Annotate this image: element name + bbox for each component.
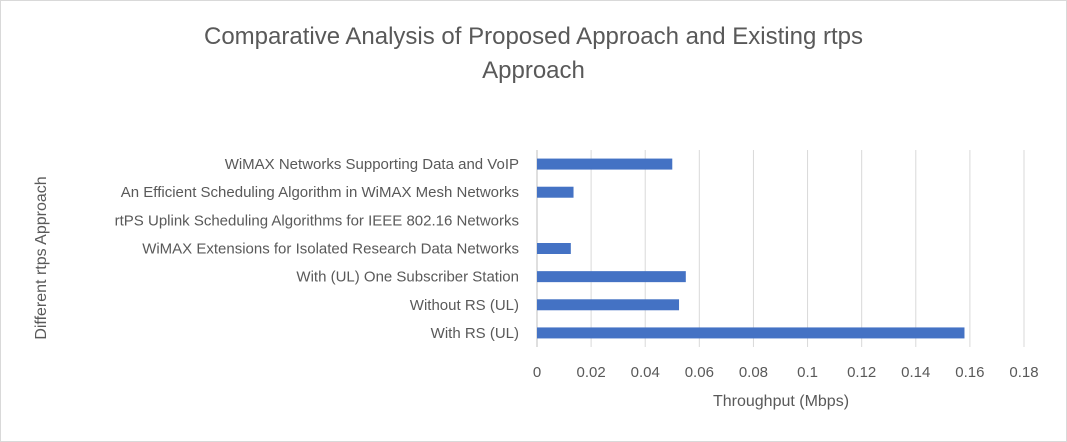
bar: [537, 243, 571, 254]
gridlines: [536, 150, 1025, 347]
x-tick-label: 0.14: [901, 364, 930, 381]
x-tick-label: 0.04: [631, 364, 660, 381]
x-tick-label: 0.16: [955, 364, 984, 381]
bar: [537, 158, 673, 170]
category-label: rtPS Uplink Scheduling Algorithms for IE…: [115, 212, 519, 229]
x-tick-label: 0.18: [1009, 364, 1038, 381]
chart-title: Comparative Analysis of Proposed Approac…: [0, 20, 1067, 88]
x-axis-label: Throughput (Mbps): [712, 393, 850, 410]
category-labels: WiMAX Networks Supporting Data and VoIP A…: [115, 156, 519, 342]
category-label: WiMAX Networks Supporting Data and VoIP: [225, 156, 519, 173]
bar: [537, 271, 686, 283]
x-tick-label: 0: [533, 364, 541, 381]
bars: [537, 158, 965, 339]
category-label: Without RS (UL): [410, 297, 519, 314]
x-tick-label: 0.08: [739, 364, 768, 381]
x-tick-label: 0.06: [685, 364, 714, 381]
x-tick-label: 0.02: [577, 364, 606, 381]
category-label: With RS (UL): [431, 325, 519, 342]
category-label: An Efficient Scheduling Algorithm in WiM…: [121, 184, 519, 201]
x-tick-label: 0.12: [847, 364, 876, 381]
category-label: With (UL) One Subscriber Station: [296, 269, 519, 286]
bar: [537, 186, 574, 198]
chart-title-line-1: Comparative Analysis of Proposed Approac…: [203, 23, 864, 50]
chart-title-line-2: Approach: [482, 57, 585, 84]
category-label: WiMAX Extensions for Isolated Research D…: [142, 241, 519, 258]
bar: [537, 327, 965, 339]
x-tick-label: 0.1: [797, 364, 818, 381]
bar: [537, 299, 680, 311]
x-tick-labels: 0 0.02 0.04 0.06 0.08 0.1 0.12 0.14 0.16 0.18: [533, 364, 1039, 381]
